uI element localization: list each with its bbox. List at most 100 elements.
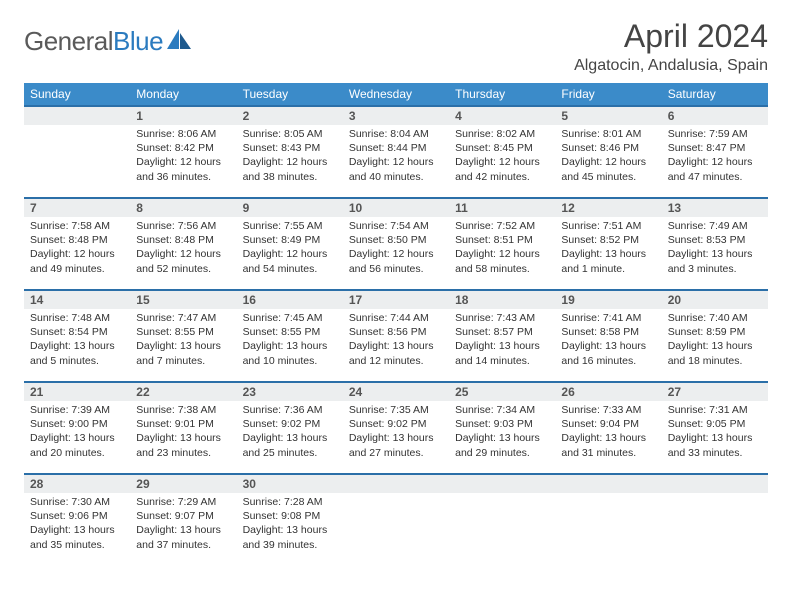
day-number: 10 bbox=[343, 197, 449, 217]
daylight-text: Daylight: 13 hours and 16 minutes. bbox=[561, 339, 655, 367]
day-details: Sunrise: 7:43 AMSunset: 8:57 PMDaylight:… bbox=[449, 309, 555, 372]
calendar-day-cell: 5Sunrise: 8:01 AMSunset: 8:46 PMDaylight… bbox=[555, 105, 661, 197]
sunset-text: Sunset: 8:52 PM bbox=[561, 233, 655, 247]
sail-icon bbox=[165, 27, 193, 56]
calendar-day-cell bbox=[449, 473, 555, 565]
daylight-text: Daylight: 12 hours and 45 minutes. bbox=[561, 155, 655, 183]
sunset-text: Sunset: 9:00 PM bbox=[30, 417, 124, 431]
sunrise-text: Sunrise: 7:29 AM bbox=[136, 495, 230, 509]
sunset-text: Sunset: 8:58 PM bbox=[561, 325, 655, 339]
day-details: Sunrise: 7:59 AMSunset: 8:47 PMDaylight:… bbox=[662, 125, 768, 188]
day-number: 26 bbox=[555, 381, 661, 401]
day-details: Sunrise: 7:36 AMSunset: 9:02 PMDaylight:… bbox=[237, 401, 343, 464]
daylight-text: Daylight: 13 hours and 20 minutes. bbox=[30, 431, 124, 459]
day-number bbox=[449, 473, 555, 493]
sunrise-text: Sunrise: 7:41 AM bbox=[561, 311, 655, 325]
day-number bbox=[555, 473, 661, 493]
day-details: Sunrise: 7:41 AMSunset: 8:58 PMDaylight:… bbox=[555, 309, 661, 372]
day-number: 19 bbox=[555, 289, 661, 309]
sunset-text: Sunset: 9:06 PM bbox=[30, 509, 124, 523]
sunrise-text: Sunrise: 7:35 AM bbox=[349, 403, 443, 417]
logo-text: GeneralBlue bbox=[24, 26, 163, 57]
day-number: 13 bbox=[662, 197, 768, 217]
day-details: Sunrise: 8:05 AMSunset: 8:43 PMDaylight:… bbox=[237, 125, 343, 188]
sunset-text: Sunset: 8:54 PM bbox=[30, 325, 124, 339]
day-details: Sunrise: 7:45 AMSunset: 8:55 PMDaylight:… bbox=[237, 309, 343, 372]
day-number: 7 bbox=[24, 197, 130, 217]
sunset-text: Sunset: 9:01 PM bbox=[136, 417, 230, 431]
sunrise-text: Sunrise: 7:30 AM bbox=[30, 495, 124, 509]
day-details: Sunrise: 7:48 AMSunset: 8:54 PMDaylight:… bbox=[24, 309, 130, 372]
day-details: Sunrise: 7:49 AMSunset: 8:53 PMDaylight:… bbox=[662, 217, 768, 280]
daylight-text: Daylight: 13 hours and 35 minutes. bbox=[30, 523, 124, 551]
sunrise-text: Sunrise: 7:51 AM bbox=[561, 219, 655, 233]
day-details: Sunrise: 8:04 AMSunset: 8:44 PMDaylight:… bbox=[343, 125, 449, 188]
calendar-day-cell: 22Sunrise: 7:38 AMSunset: 9:01 PMDayligh… bbox=[130, 381, 236, 473]
day-number: 12 bbox=[555, 197, 661, 217]
calendar-day-cell: 11Sunrise: 7:52 AMSunset: 8:51 PMDayligh… bbox=[449, 197, 555, 289]
sunrise-text: Sunrise: 7:59 AM bbox=[668, 127, 762, 141]
calendar-day-cell: 13Sunrise: 7:49 AMSunset: 8:53 PMDayligh… bbox=[662, 197, 768, 289]
daylight-text: Daylight: 12 hours and 47 minutes. bbox=[668, 155, 762, 183]
sunset-text: Sunset: 9:07 PM bbox=[136, 509, 230, 523]
weekday-header: Sunday bbox=[24, 83, 130, 105]
day-details: Sunrise: 7:56 AMSunset: 8:48 PMDaylight:… bbox=[130, 217, 236, 280]
calendar-week-row: 21Sunrise: 7:39 AMSunset: 9:00 PMDayligh… bbox=[24, 381, 768, 473]
calendar-day-cell: 18Sunrise: 7:43 AMSunset: 8:57 PMDayligh… bbox=[449, 289, 555, 381]
sunset-text: Sunset: 8:45 PM bbox=[455, 141, 549, 155]
sunset-text: Sunset: 8:59 PM bbox=[668, 325, 762, 339]
sunset-text: Sunset: 8:43 PM bbox=[243, 141, 337, 155]
sunset-text: Sunset: 8:49 PM bbox=[243, 233, 337, 247]
daylight-text: Daylight: 12 hours and 58 minutes. bbox=[455, 247, 549, 275]
sunrise-text: Sunrise: 7:31 AM bbox=[668, 403, 762, 417]
day-details: Sunrise: 8:01 AMSunset: 8:46 PMDaylight:… bbox=[555, 125, 661, 188]
calendar-day-cell: 28 Sunrise: 7:30 AMSunset: 9:06 PMDayligh… bbox=[24, 473, 130, 565]
calendar-day-cell: 1Sunrise: 8:06 AMSunset: 8:42 PMDaylight… bbox=[130, 105, 236, 197]
weekday-header: Friday bbox=[555, 83, 661, 105]
daylight-text: Daylight: 12 hours and 40 minutes. bbox=[349, 155, 443, 183]
sunset-text: Sunset: 9:04 PM bbox=[561, 417, 655, 431]
sunrise-text: Sunrise: 7:39 AM bbox=[30, 403, 124, 417]
sunrise-text: Sunrise: 7:43 AM bbox=[455, 311, 549, 325]
sunset-text: Sunset: 8:46 PM bbox=[561, 141, 655, 155]
day-details: Sunrise: 7:31 AMSunset: 9:05 PMDaylight:… bbox=[662, 401, 768, 464]
calendar-day-cell: 12Sunrise: 7:51 AMSunset: 8:52 PMDayligh… bbox=[555, 197, 661, 289]
day-number: 21 bbox=[24, 381, 130, 401]
calendar-day-cell: 19Sunrise: 7:41 AMSunset: 8:58 PMDayligh… bbox=[555, 289, 661, 381]
calendar-day-cell: 8Sunrise: 7:56 AMSunset: 8:48 PMDaylight… bbox=[130, 197, 236, 289]
day-number: 28 bbox=[24, 473, 130, 493]
header: GeneralBlue April 2024 Algatocin, Andalu… bbox=[24, 18, 768, 75]
day-details: Sunrise: 7:47 AMSunset: 8:55 PMDaylight:… bbox=[130, 309, 236, 372]
daylight-text: Daylight: 13 hours and 14 minutes. bbox=[455, 339, 549, 367]
daylight-text: Daylight: 13 hours and 5 minutes. bbox=[30, 339, 124, 367]
daylight-text: Daylight: 12 hours and 38 minutes. bbox=[243, 155, 337, 183]
calendar-week-row: 28Sunrise: 7:30 AMSunset: 9:06 PMDayligh… bbox=[24, 473, 768, 565]
day-number: 22 bbox=[130, 381, 236, 401]
sunrise-text: Sunrise: 8:05 AM bbox=[243, 127, 337, 141]
day-details: Sunrise: 7:29 AMSunset: 9:07 PMDaylight:… bbox=[130, 493, 236, 556]
day-number: 16 bbox=[237, 289, 343, 309]
calendar-day-cell: 15Sunrise: 7:47 AMSunset: 8:55 PMDayligh… bbox=[130, 289, 236, 381]
calendar-day-cell: 21 Sunrise: 7:39 AMSunset: 9:00 PMDayligh… bbox=[24, 381, 130, 473]
day-details: Sunrise: 7:54 AMSunset: 8:50 PMDaylight:… bbox=[343, 217, 449, 280]
daylight-text: Daylight: 12 hours and 52 minutes. bbox=[136, 247, 230, 275]
day-number bbox=[662, 473, 768, 493]
sunrise-text: Sunrise: 7:44 AM bbox=[349, 311, 443, 325]
month-title: April 2024 bbox=[574, 18, 768, 55]
daylight-text: Daylight: 13 hours and 39 minutes. bbox=[243, 523, 337, 551]
day-number: 8 bbox=[130, 197, 236, 217]
calendar-day-cell: 27Sunrise: 7:31 AMSunset: 9:05 PMDayligh… bbox=[662, 381, 768, 473]
day-details: Sunrise: 7:58 AMSunset: 8:48 PMDaylight:… bbox=[24, 217, 130, 280]
sunset-text: Sunset: 8:48 PM bbox=[30, 233, 124, 247]
sunrise-text: Sunrise: 7:54 AM bbox=[349, 219, 443, 233]
day-details: Sunrise: 7:51 AMSunset: 8:52 PMDaylight:… bbox=[555, 217, 661, 280]
daylight-text: Daylight: 13 hours and 37 minutes. bbox=[136, 523, 230, 551]
calendar-day-cell: 6Sunrise: 7:59 AMSunset: 8:47 PMDaylight… bbox=[662, 105, 768, 197]
day-number: 11 bbox=[449, 197, 555, 217]
day-number: 17 bbox=[343, 289, 449, 309]
daylight-text: Daylight: 13 hours and 23 minutes. bbox=[136, 431, 230, 459]
calendar-week-row: 1Sunrise: 8:06 AMSunset: 8:42 PMDaylight… bbox=[24, 105, 768, 197]
sunset-text: Sunset: 8:56 PM bbox=[349, 325, 443, 339]
calendar-day-cell: 14Sunrise: 7:48 AMSunset: 8:54 PMDayligh… bbox=[24, 289, 130, 381]
daylight-text: Daylight: 13 hours and 29 minutes. bbox=[455, 431, 549, 459]
